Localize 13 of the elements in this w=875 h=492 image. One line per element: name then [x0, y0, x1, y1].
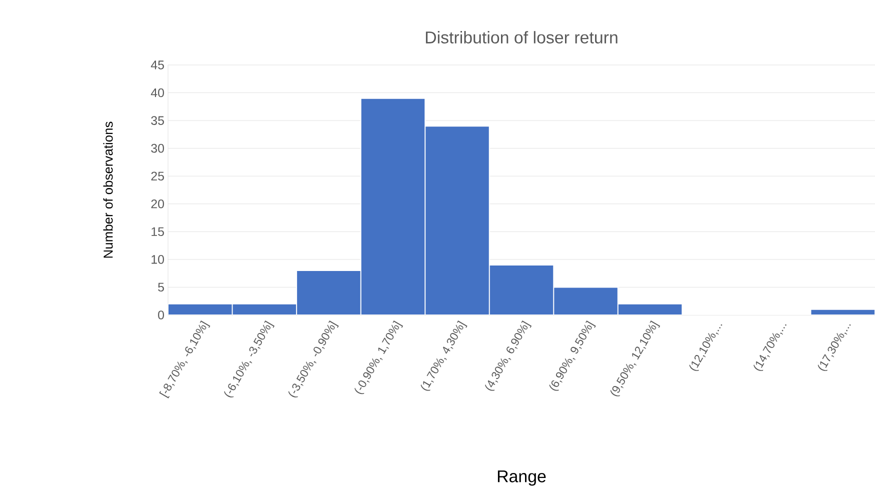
y-tick-label: 35 — [151, 116, 164, 125]
y-tick-label: 0 — [158, 310, 164, 320]
y-tick-label: 40 — [150, 88, 164, 98]
y-axis-title: Number of observations — [103, 122, 113, 258]
x-axis-title: Range — [498, 470, 546, 486]
y-tick-label: 45 — [150, 60, 164, 70]
y-tick-label: 20 — [151, 199, 164, 208]
y-tick-label: 10 — [152, 255, 164, 264]
y-tick-label: 5 — [158, 282, 164, 292]
chart-title: Distribution of loser return — [426, 31, 618, 44]
y-tick-label: 25 — [151, 172, 164, 181]
y-tick-label: 15 — [152, 227, 164, 236]
y-tick-label: 30 — [151, 144, 164, 153]
